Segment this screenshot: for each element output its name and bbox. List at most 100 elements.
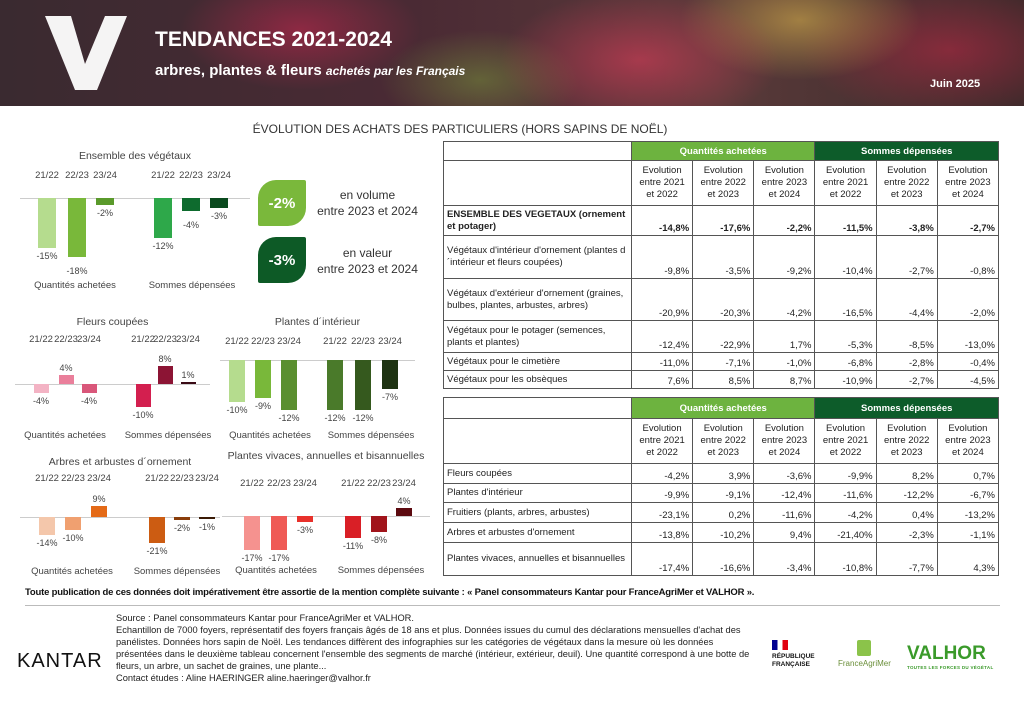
group-label: Sommes dépensées xyxy=(148,280,236,291)
data-label: -14% xyxy=(36,537,58,548)
cell-value: 9,4% xyxy=(753,522,816,543)
column-header: Evolution entre 2021 et 2022 xyxy=(814,160,877,206)
value-badge: -3% xyxy=(258,237,306,283)
tick-label: 21/22 xyxy=(225,336,249,347)
cell-value: -2,3% xyxy=(875,522,938,543)
bar xyxy=(244,516,260,550)
data-label: -9% xyxy=(254,400,271,411)
tick-label: 21/22 xyxy=(35,170,59,181)
republique-francaise-logo: RÉPUBLIQUE FRANÇAISE xyxy=(772,640,815,669)
data-label: -17% xyxy=(241,553,263,563)
column-header: Evolution entre 2023 et 2024 xyxy=(936,160,1000,206)
cell-value: -9,9% xyxy=(814,463,877,484)
cell-value: -3,6% xyxy=(753,463,816,484)
cell-value: -2,2% xyxy=(753,205,816,236)
bar xyxy=(180,381,196,384)
cell-value: -12,4% xyxy=(630,320,694,353)
chart-title: Ensemble des végétaux xyxy=(78,150,192,162)
bar xyxy=(38,198,56,248)
cell-value: -13,0% xyxy=(936,320,1000,353)
tick-label: 22/23 xyxy=(170,473,194,484)
cell-value: -12,4% xyxy=(753,483,816,503)
data-label: 8% xyxy=(158,353,172,364)
tick-label: 23/24 xyxy=(277,336,301,347)
column-header: Evolution entre 2022 et 2023 xyxy=(875,418,938,464)
table-row: Végétaux pour le potager (semences, plan… xyxy=(443,320,1000,353)
valhor-logo: VALHOR TOUTES LES FORCES DU VÉGÉTAL xyxy=(907,643,994,670)
corner-cell xyxy=(443,141,632,161)
table-categories: Quantités achetées Sommes dépensées Evolut… xyxy=(443,141,1000,389)
table-row: Végétaux pour les obsèques 7,6% 8,5% 8,7% -1… xyxy=(443,370,1000,389)
tick-label: 23/24 xyxy=(176,334,200,345)
baseline xyxy=(20,517,220,518)
cell-value: -12,2% xyxy=(875,483,938,503)
cell-value: -4,2% xyxy=(814,502,877,523)
bar xyxy=(154,198,172,238)
baseline xyxy=(220,360,415,361)
group-label: Quantités achetées xyxy=(34,280,116,291)
cell-value: 0,4% xyxy=(875,502,938,523)
cell-value: -9,8% xyxy=(630,235,694,279)
cell-value: -4,2% xyxy=(630,463,694,484)
cell-value: -22,9% xyxy=(692,320,755,353)
data-label: -3% xyxy=(296,525,313,535)
source-notes: Source : Panel consommateurs Kantar pour… xyxy=(116,613,750,683)
cell-value: -4,2% xyxy=(753,278,816,321)
bar-chart: Fleurs coupées 21/22 -4% 22/23 4% 23/24 -4% Qua… xyxy=(15,316,211,456)
cell-value: 0,2% xyxy=(692,502,755,523)
data-label: -12% xyxy=(278,413,300,424)
data-label: 9% xyxy=(92,493,106,504)
table-row: ENSEMBLE DES VEGETAUX (ornement et potag… xyxy=(443,205,1000,236)
cell-value: -1,0% xyxy=(753,352,816,371)
group-header-quantites: Quantités achetées xyxy=(630,141,816,161)
group-label: Quantités achetées xyxy=(31,566,113,577)
data-label: -1% xyxy=(198,521,215,532)
corner-cell xyxy=(443,160,632,206)
cell-value: -3,5% xyxy=(692,235,755,279)
tick-label: 23/24 xyxy=(77,334,101,345)
cell-value: -9,9% xyxy=(630,483,694,503)
bar xyxy=(81,384,97,394)
cell-value: 8,7% xyxy=(753,370,816,389)
table-row: Végétaux d'intérieur d'ornement (plantes… xyxy=(443,235,1000,279)
bar xyxy=(382,360,398,390)
cell-value: -9,2% xyxy=(753,235,816,279)
column-header: Evolution entre 2023 et 2024 xyxy=(936,418,1000,464)
cell-value: -4,4% xyxy=(875,278,938,321)
data-label: -4% xyxy=(32,396,49,407)
group-label: Sommes dépensées xyxy=(337,565,425,576)
group-label: Quantités achetées xyxy=(24,430,106,441)
table-row: Plantes vivaces, annuelles et bisannuell… xyxy=(443,542,1000,576)
page-title: TENDANCES 2021-2024 xyxy=(155,28,392,51)
cell-value: 8,5% xyxy=(692,370,755,389)
page-subtitle: arbres, plantes & fleurs achetés par les… xyxy=(155,62,466,79)
baseline xyxy=(15,384,210,385)
divider xyxy=(25,605,1000,606)
data-label: -2% xyxy=(173,522,190,533)
bar-chart: Arbres et arbustes d´ornement 21/22 -14% 22… xyxy=(20,456,220,596)
header-banner: TENDANCES 2021-2024 arbres, plantes & fl… xyxy=(0,0,1024,106)
bar xyxy=(355,360,371,411)
tick-label: 22/23 xyxy=(153,334,177,345)
cell-value: -2,0% xyxy=(936,278,1000,321)
tick-label: 23/24 xyxy=(207,170,231,181)
baseline xyxy=(20,198,250,199)
cell-value: -0,4% xyxy=(936,352,1000,371)
column-header: Evolution entre 2023 et 2024 xyxy=(753,418,816,464)
table-row: Fruitiers (plants, arbres, arbustes) -23,… xyxy=(443,502,1000,523)
cell-value: -11,6% xyxy=(814,483,877,503)
data-label: -10% xyxy=(62,532,84,543)
row-label: Fruitiers (plants, arbres, arbustes) xyxy=(443,502,632,523)
cell-value: -10,9% xyxy=(814,370,877,389)
column-header: Evolution entre 2021 et 2022 xyxy=(630,160,694,206)
cell-value: 0,7% xyxy=(936,463,1000,484)
column-header: Evolution entre 2021 et 2022 xyxy=(814,418,877,464)
kantar-logo: KANTAR xyxy=(17,650,103,672)
group-label: Sommes dépensées xyxy=(133,566,221,577)
bar xyxy=(396,508,412,516)
column-header: Evolution entre 2022 et 2023 xyxy=(692,418,755,464)
row-label: Végétaux pour les obsèques xyxy=(443,370,632,389)
tick-label: 23/24 xyxy=(195,473,219,484)
tick-label: 22/23 xyxy=(367,478,391,489)
bar xyxy=(135,384,151,407)
